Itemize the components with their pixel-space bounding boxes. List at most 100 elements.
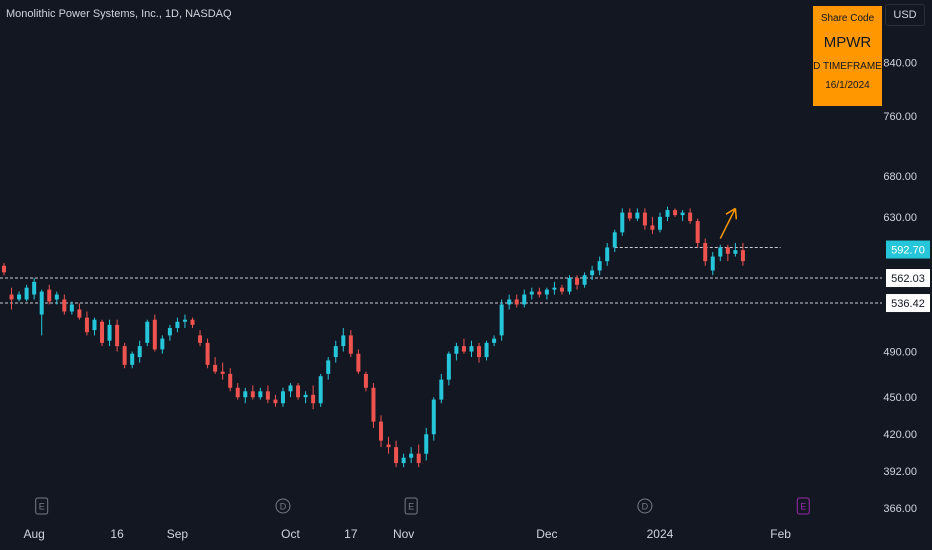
y-tick-label: 392.00: [883, 466, 917, 478]
y-tick-label: 760.00: [883, 111, 917, 123]
candle-body: [416, 453, 421, 464]
candle-body: [363, 373, 368, 388]
candle-body: [492, 338, 497, 343]
candle: [273, 394, 278, 407]
candle-body: [341, 335, 346, 347]
candle-body: [228, 373, 233, 388]
candle-body: [2, 265, 6, 273]
candle-body: [311, 394, 316, 404]
share-code-label: Share Code: [820, 13, 875, 24]
candle: [582, 272, 587, 288]
candle-body: [605, 247, 610, 262]
candle: [394, 440, 399, 468]
dividend-marker-shape: [275, 498, 291, 514]
candle: [446, 351, 451, 386]
candle: [492, 335, 497, 347]
x-tick-label: Aug: [23, 527, 44, 541]
candle-body: [733, 250, 738, 254]
share-code-ticker: MPWR: [823, 34, 872, 51]
candle-body: [296, 385, 301, 398]
candle: [311, 385, 316, 410]
earnings-event-marker[interactable]: E: [796, 497, 810, 515]
candle: [507, 294, 512, 310]
candle-body: [303, 394, 308, 398]
candle: [590, 265, 595, 280]
candle-body: [145, 321, 150, 343]
event-marker-letter: E: [408, 502, 414, 512]
candle: [303, 391, 308, 404]
event-marker-letter: D: [280, 502, 287, 512]
x-tick-label: Sep: [167, 527, 189, 541]
candle-body: [273, 399, 278, 404]
candle-body: [650, 225, 655, 230]
earnings-marker-shape: [796, 497, 810, 515]
candle: [431, 397, 436, 441]
candle-body: [401, 457, 406, 464]
candle: [145, 319, 150, 347]
candle: [710, 251, 715, 276]
x-tick-label: Dec: [536, 527, 557, 541]
candle-body: [92, 319, 97, 331]
candle: [9, 287, 14, 310]
candle-body: [107, 324, 112, 341]
candle-body: [514, 299, 519, 305]
candle-body: [635, 212, 640, 219]
y-tick-label: 490.00: [883, 347, 917, 359]
candle-body: [559, 287, 564, 292]
candle-body: [84, 317, 89, 333]
y-tick-label: 366.00: [883, 503, 917, 515]
candle-body: [32, 281, 37, 295]
candle: [348, 330, 353, 358]
earnings-event-marker[interactable]: E: [35, 497, 49, 515]
candle: [2, 263, 6, 276]
y-tick-label: 630.00: [883, 212, 917, 224]
candle-body: [461, 346, 466, 352]
candle: [559, 284, 564, 295]
earnings-marker-shape: [404, 497, 418, 515]
candle: [296, 383, 301, 400]
candle-body: [446, 353, 451, 380]
candle-body: [710, 256, 715, 271]
candle-body: [394, 447, 399, 464]
candle-body: [522, 294, 527, 305]
candle: [213, 357, 218, 374]
candle: [84, 311, 89, 336]
candle-body: [280, 391, 285, 404]
level-price-label: 562.03: [891, 273, 925, 285]
candle-body: [54, 294, 59, 300]
candle: [567, 275, 572, 295]
candle: [537, 287, 542, 298]
candle: [32, 278, 37, 300]
dividend-event-marker[interactable]: D: [275, 498, 291, 514]
candle: [386, 436, 391, 454]
candle: [62, 294, 67, 315]
candle-body: [190, 319, 195, 325]
dividend-event-marker[interactable]: D: [637, 498, 653, 514]
last-price-label: 592.70: [891, 245, 925, 257]
earnings-marker-shape: [35, 497, 49, 515]
candle: [341, 328, 346, 352]
candle: [288, 383, 293, 398]
candle: [499, 299, 504, 341]
level-price-label-bg: [886, 294, 930, 313]
arrow-head: [725, 207, 736, 215]
candle-body: [718, 247, 723, 257]
candle-body: [243, 391, 248, 398]
x-tick-label: Oct: [281, 527, 300, 541]
candle: [695, 218, 700, 248]
share-code-date: 16/1/2024: [825, 80, 870, 91]
y-tick-label: 840.00: [883, 58, 917, 70]
candle-body: [439, 379, 444, 400]
candle-body: [69, 304, 74, 312]
earnings-event-marker[interactable]: E: [404, 497, 418, 515]
candle-body: [642, 212, 647, 226]
candle-body: [152, 319, 157, 350]
candle: [107, 319, 112, 347]
candle: [130, 351, 135, 369]
currency-button[interactable]: USD: [885, 4, 925, 26]
candle-body: [507, 299, 512, 305]
candle: [612, 229, 617, 252]
event-marker-letter: E: [39, 502, 45, 512]
